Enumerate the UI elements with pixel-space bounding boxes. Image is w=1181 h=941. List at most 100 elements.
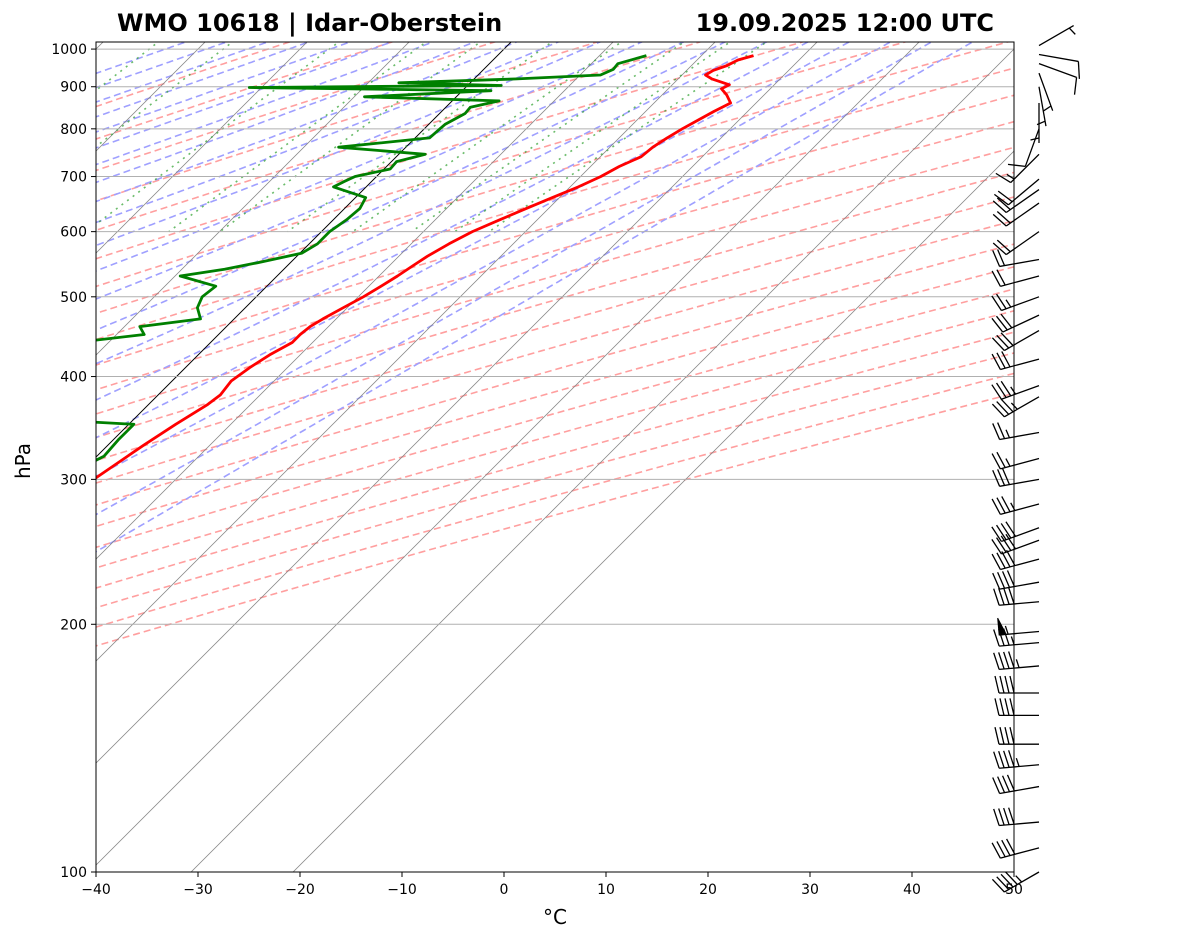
x-tick-label: 30	[801, 882, 819, 898]
background-lines	[0, 32, 1014, 891]
isotherm	[96, 42, 818, 764]
pressure-gridlines	[96, 48, 1014, 872]
moist-adiabat	[96, 42, 727, 331]
x-tick-label: 20	[699, 882, 717, 898]
dry-adiabat	[96, 42, 1011, 315]
mixing-ratio-line	[352, 42, 623, 233]
x-axis-label: °C	[543, 905, 567, 929]
sounding-profiles	[96, 54, 754, 480]
y-tick-label: 1000	[51, 42, 87, 58]
y-tick-label: 600	[60, 225, 87, 241]
chart-title-datetime: 19.09.2025 12:00 UTC	[696, 9, 994, 37]
isotherm	[96, 42, 410, 356]
wind-barb	[991, 396, 1040, 418]
dry-adiabat	[96, 196, 1014, 462]
y-tick-label: 400	[60, 370, 87, 386]
wind-barb	[991, 521, 1040, 543]
wind-barb	[994, 698, 1039, 717]
isotherm	[96, 42, 920, 866]
plot-frame	[95, 41, 1015, 873]
wind-barb	[995, 153, 1040, 184]
isotherm	[292, 150, 1014, 872]
dry-adiabat	[96, 372, 1014, 628]
y-tick-label: 900	[60, 80, 87, 96]
mixing-ratio-line	[96, 42, 341, 226]
wind-barb	[994, 675, 1039, 694]
dry-adiabat	[96, 171, 1014, 439]
dry-adiabat	[96, 42, 703, 232]
dry-adiabat	[96, 331, 1014, 589]
mixing-ratio-line	[488, 42, 769, 233]
x-tick-label: 40	[903, 882, 921, 898]
moist-adiabat	[96, 42, 686, 300]
x-tick-label: −20	[285, 882, 315, 898]
dry-adiabat	[96, 42, 395, 140]
wind-barb	[991, 380, 1040, 400]
wind-barb	[1038, 63, 1078, 95]
x-tick-label: −10	[387, 882, 417, 898]
moist-adiabat	[96, 42, 436, 166]
y-tick-label: 700	[60, 170, 87, 186]
wind-barb	[991, 293, 1040, 312]
y-tick-label: 500	[60, 290, 87, 306]
wind-barb	[992, 570, 1040, 590]
chart-title-station: WMO 10618 | Idar-Oberstein	[117, 9, 502, 37]
moist-adiabat	[96, 42, 312, 118]
wind-barb	[992, 202, 1040, 227]
moist-adiabat	[96, 42, 602, 247]
wind-barb	[993, 178, 1040, 206]
dewpoint-profile	[96, 54, 647, 462]
wind-barb	[992, 468, 1040, 487]
wind-barb	[1036, 86, 1047, 127]
wind-barb	[991, 313, 1040, 333]
wind-barb	[991, 329, 1040, 352]
isotherm	[190, 48, 1014, 872]
dry-adiabat	[96, 392, 1014, 647]
wind-barb	[993, 651, 1040, 671]
dry-adiabat	[96, 219, 1014, 484]
wind-barb	[992, 189, 1040, 214]
wind-barb	[991, 549, 1040, 571]
y-tick-label: 800	[60, 122, 87, 138]
moist-adiabat	[96, 42, 271, 103]
x-tick-label: 50	[1005, 882, 1023, 898]
wind-barb	[991, 533, 1040, 555]
dry-adiabat	[96, 352, 1014, 609]
dry-adiabat	[96, 288, 1014, 549]
wind-barb	[1030, 102, 1040, 143]
x-tick-label: −30	[183, 882, 213, 898]
isotherm	[96, 42, 716, 662]
wind-barb	[991, 351, 1040, 371]
dry-adiabat	[96, 94, 1014, 366]
dry-adiabat	[96, 243, 1014, 506]
moist-adiabat	[96, 42, 851, 439]
mixing-ratio-line	[168, 42, 428, 233]
moist-adiabat	[96, 42, 810, 401]
moist-adiabat	[96, 42, 769, 365]
wind-barb	[993, 587, 1040, 606]
wind-barb	[993, 750, 1040, 769]
y-tick-label: 100	[60, 865, 87, 881]
wind-barb	[1007, 128, 1040, 168]
isotherm	[96, 42, 614, 560]
wind-barb	[991, 871, 1040, 893]
wind-barb	[997, 617, 1040, 636]
isotherm	[0, 32, 11, 891]
x-axis-ticks: −40 −30 −20 −10 0 10 20 30 40 50	[81, 872, 1023, 898]
wind-barb	[1038, 24, 1076, 47]
wind-barb	[991, 838, 1040, 859]
y-tick-label: 200	[60, 617, 87, 633]
dry-adiabat	[96, 310, 1014, 569]
dry-adiabat	[96, 42, 293, 108]
dry-adiabat	[96, 67, 1014, 341]
wind-barb	[1038, 53, 1081, 79]
wind-barb	[992, 249, 1040, 268]
temperature-profile	[96, 54, 754, 480]
y-axis-label: hPa	[11, 443, 35, 479]
wind-barb	[994, 727, 1039, 745]
wind-barb	[992, 231, 1040, 256]
y-tick-label: 300	[60, 472, 87, 488]
mixing-ratio-line	[96, 42, 234, 148]
isotherm	[96, 42, 308, 254]
